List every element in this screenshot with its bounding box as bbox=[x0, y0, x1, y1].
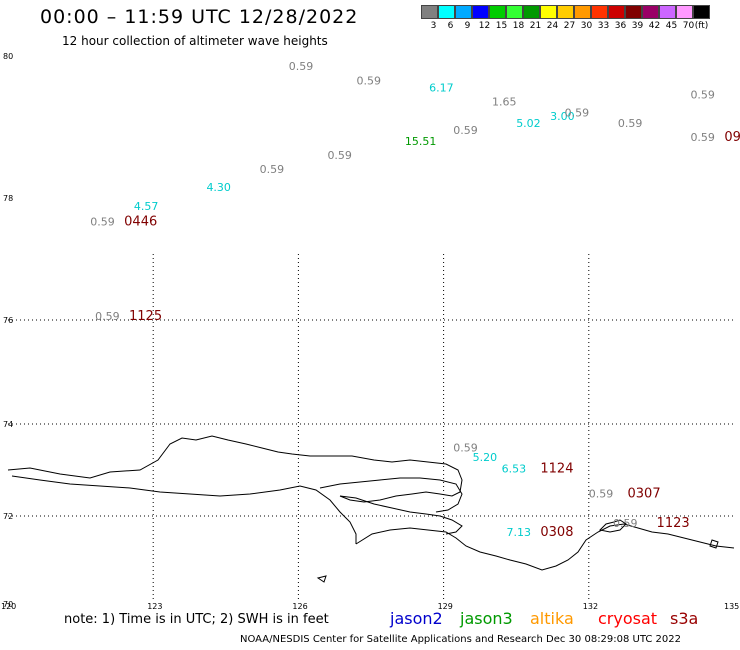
lat-tick-label: 72 bbox=[3, 512, 13, 521]
scale-swatch bbox=[693, 5, 710, 19]
scale-swatch bbox=[472, 5, 489, 19]
scale-swatch bbox=[608, 5, 625, 19]
scale-swatch bbox=[540, 5, 557, 19]
pass-time-label: 094 bbox=[724, 130, 740, 145]
scale-label: 6 bbox=[447, 21, 454, 31]
pass-time-label: 1124 bbox=[540, 461, 573, 476]
wave-height-label: 0.59 bbox=[618, 117, 643, 130]
wave-height-label: 6.17 bbox=[429, 82, 454, 95]
scale-swatch bbox=[591, 5, 608, 19]
wave-height-label: 3.00 bbox=[550, 110, 575, 123]
lat-tick-label: 74 bbox=[3, 420, 13, 429]
wave-height-label: 0.59 bbox=[690, 89, 715, 102]
wave-height-label: 0.59 bbox=[95, 310, 120, 323]
lon-tick-label: 123 bbox=[147, 602, 162, 611]
legend-item-altika: altika bbox=[530, 609, 574, 628]
wave-height-observations: 0.590.596.171.650.595.023.000.590.590.59… bbox=[90, 60, 740, 540]
wave-height-label: 1.65 bbox=[492, 96, 517, 109]
scale-label: 70 bbox=[682, 21, 695, 31]
wave-height-label: 0.59 bbox=[690, 131, 715, 144]
scale-label: 36 bbox=[614, 21, 627, 31]
wave-height-label: 7.13 bbox=[507, 526, 532, 539]
lon-tick-label: 120 bbox=[1, 602, 16, 611]
pass-time-label: 1123 bbox=[657, 516, 690, 531]
credit-line: NOAA/NESDIS Center for Satellite Applica… bbox=[240, 634, 682, 645]
wave-height-label: 0.59 bbox=[327, 149, 352, 162]
page-title: 00:00 – 11:59 UTC 12/28/2022 bbox=[40, 6, 359, 28]
lat-tick-label: 80 bbox=[3, 52, 13, 61]
scale-swatch bbox=[523, 5, 540, 19]
wave-height-label: 6.53 bbox=[502, 462, 527, 475]
scale-label: 24 bbox=[546, 21, 559, 31]
scale-label: 15 bbox=[495, 21, 508, 31]
lon-tick-label: 129 bbox=[438, 602, 453, 611]
scale-label: 18 bbox=[512, 21, 525, 31]
wave-height-label: 0.59 bbox=[289, 60, 314, 73]
lat-tick-label: 70 bbox=[3, 600, 13, 609]
wave-height-label: 0.59 bbox=[453, 124, 478, 137]
lat-lon-grid bbox=[8, 254, 734, 600]
scale-swatch bbox=[489, 5, 506, 19]
wave-height-label: 5.02 bbox=[516, 117, 541, 130]
lon-tick-label: 135 bbox=[724, 602, 739, 611]
legend-item-s3a: s3a bbox=[670, 609, 699, 628]
scale-swatch bbox=[421, 5, 438, 19]
scale-label: 45 bbox=[665, 21, 678, 31]
scale-swatch bbox=[455, 5, 472, 19]
wave-height-label: 0.59 bbox=[565, 106, 590, 119]
scale-label: 12 bbox=[478, 21, 491, 31]
legend-item-jason2: jason2 bbox=[390, 609, 443, 628]
pass-time-label: 1125 bbox=[129, 309, 162, 324]
wave-height-label: 0.59 bbox=[453, 442, 478, 455]
scale-swatch bbox=[438, 5, 455, 19]
scale-label: 33 bbox=[597, 21, 610, 31]
scale-swatch bbox=[574, 5, 591, 19]
scale-label: 30 bbox=[580, 21, 593, 31]
scale-swatch bbox=[659, 5, 676, 19]
legend-item-jason3: jason3 bbox=[460, 609, 513, 628]
scale-swatch bbox=[625, 5, 642, 19]
footer-note: note: 1) Time is in UTC; 2) SWH is in fe… bbox=[64, 612, 329, 627]
wave-height-label: 4.57 bbox=[134, 200, 159, 213]
legend-item-cryosat: cryosat bbox=[598, 609, 658, 628]
wave-height-label: 15.51 bbox=[405, 135, 437, 148]
wave-height-color-scale bbox=[421, 5, 710, 19]
wave-height-label: 4.30 bbox=[206, 181, 231, 194]
pass-time-label: 0308 bbox=[540, 525, 573, 540]
page-subtitle: 12 hour collection of altimeter wave hei… bbox=[62, 34, 328, 48]
scale-label: (ft) bbox=[694, 21, 709, 31]
wave-height-label: 0.59 bbox=[260, 163, 285, 176]
scale-swatch bbox=[506, 5, 523, 19]
scale-label: 9 bbox=[464, 21, 471, 31]
lon-tick-label: 132 bbox=[583, 602, 598, 611]
scale-swatch bbox=[557, 5, 574, 19]
scale-label: 3 bbox=[430, 21, 437, 31]
scale-swatch bbox=[676, 5, 693, 19]
color-scale-labels: 3 6 9 12 15 18 21 24 27 30 33 36 39 42 45 70 (ft) bbox=[421, 21, 740, 35]
wave-height-label: 0.59 bbox=[356, 74, 381, 87]
scale-label: 21 bbox=[529, 21, 542, 31]
coastline bbox=[7, 435, 735, 583]
wave-height-label: 5.20 bbox=[473, 451, 498, 464]
pass-time-label: 0307 bbox=[628, 487, 661, 502]
scale-label: 42 bbox=[648, 21, 661, 31]
scale-label: 27 bbox=[563, 21, 576, 31]
pass-time-label: 0446 bbox=[124, 214, 157, 229]
lat-tick-label: 78 bbox=[3, 194, 13, 203]
lon-tick-label: 126 bbox=[292, 602, 307, 611]
scale-label: 39 bbox=[631, 21, 644, 31]
wave-height-label: 0.59 bbox=[613, 517, 638, 530]
lat-tick-label: 76 bbox=[3, 316, 13, 325]
wave-height-label: 0.59 bbox=[589, 488, 614, 501]
wave-height-label: 0.59 bbox=[90, 215, 115, 228]
scale-swatch bbox=[642, 5, 659, 19]
